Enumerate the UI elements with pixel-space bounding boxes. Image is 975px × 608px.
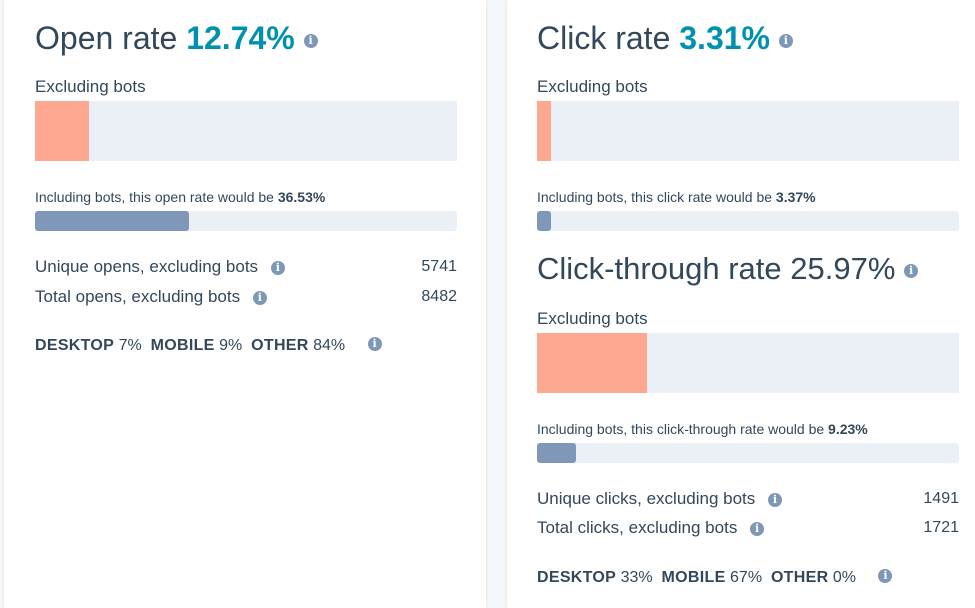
ctr-including-bar xyxy=(537,443,959,463)
open-including-bar xyxy=(35,211,457,231)
total-clicks-label: Total clicks, excluding bots i xyxy=(537,518,765,538)
info-icon[interactable]: i xyxy=(768,492,783,507)
click-including-text: Including bots, this click rate would be… xyxy=(537,189,816,205)
ctr-including-text: Including bots, this click-through rate … xyxy=(537,421,868,437)
ctr-excluding-bar xyxy=(537,333,959,393)
click-including-label: Including bots, this click rate would be xyxy=(537,189,776,205)
info-icon[interactable]: i xyxy=(270,260,285,275)
open-device-breakdown: DESKTOP 7% MOBILE 9% OTHER 84% i xyxy=(35,336,382,355)
click-rate-heading: Click rate 3.31% i xyxy=(537,20,793,57)
open-excluding-label: Excluding bots xyxy=(35,77,146,96)
open-including-fill xyxy=(35,211,190,231)
total-opens-label: Total opens, excluding bots i xyxy=(35,287,267,307)
ctr-including-label: Including bots, this click-through rate … xyxy=(537,421,829,437)
ctr-value: 25.97% xyxy=(790,251,896,286)
click-including-rate: 3.37% xyxy=(775,189,816,205)
unique-clicks-value: 1491 xyxy=(923,490,959,507)
click-including-fill xyxy=(537,211,552,231)
total-clicks-value: 1721 xyxy=(923,519,959,536)
info-icon[interactable]: i xyxy=(303,33,318,48)
open-including-label: Including bots, this open rate would be xyxy=(35,189,278,205)
ctr-including-rate: 9.23% xyxy=(828,421,868,437)
total-opens-value: 8482 xyxy=(421,288,457,305)
ctr-device-breakdown: DESKTOP 33% MOBILE 67% OTHER 0% i xyxy=(537,568,893,587)
info-icon[interactable]: i xyxy=(252,290,267,305)
click-excluding-bar xyxy=(537,101,959,161)
ctr-title: Click-through rate xyxy=(537,251,782,286)
unique-clicks-label: Unique clicks, excluding bots i xyxy=(537,489,783,509)
open-excluding-fill xyxy=(35,101,89,161)
ctr-including-fill xyxy=(537,443,576,463)
unique-opens-label: Unique opens, excluding bots i xyxy=(35,257,285,277)
ctr-heading: Click-through rate 25.97% i xyxy=(537,251,919,287)
open-including-text: Including bots, this open rate would be … xyxy=(35,189,325,205)
open-including-rate: 36.53% xyxy=(277,189,326,205)
info-icon[interactable]: i xyxy=(904,263,919,278)
click-rate-card: Click rate 3.31% i Excluding bots Includ… xyxy=(507,0,975,608)
info-icon[interactable]: i xyxy=(878,568,893,583)
click-excluding-label: Excluding bots xyxy=(537,77,648,96)
info-icon[interactable]: i xyxy=(778,33,793,48)
click-including-bar xyxy=(537,211,959,231)
open-rate-heading: Open rate 12.74% i xyxy=(35,20,318,57)
ctr-excluding-label: Excluding bots xyxy=(537,309,648,328)
info-icon[interactable]: i xyxy=(750,521,765,536)
open-excluding-bar xyxy=(35,101,457,161)
ctr-excluding-fill xyxy=(537,333,647,393)
open-rate-value: 12.74% xyxy=(186,20,295,56)
click-rate-value: 3.31% xyxy=(679,20,770,56)
click-excluding-fill xyxy=(537,101,551,161)
unique-opens-value: 5741 xyxy=(421,258,457,275)
open-rate-title: Open rate xyxy=(35,20,178,56)
click-rate-title: Click rate xyxy=(537,20,671,56)
open-rate-card: Open rate 12.74% i Excluding bots Includ… xyxy=(4,0,486,608)
info-icon[interactable]: i xyxy=(367,336,382,351)
